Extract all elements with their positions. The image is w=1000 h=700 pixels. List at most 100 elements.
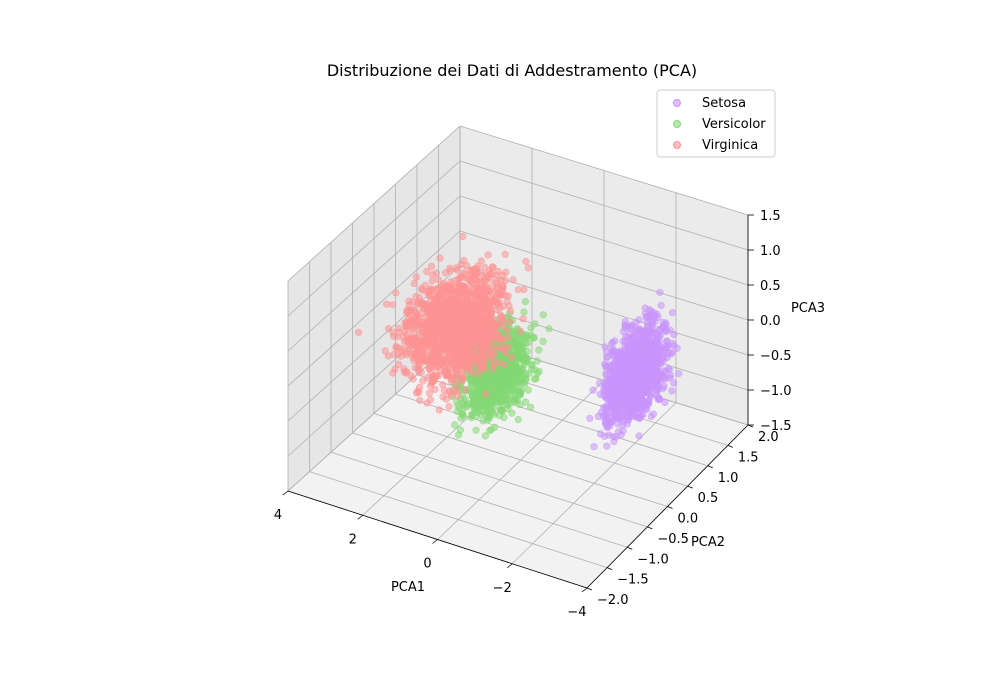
data-point-virginica <box>447 304 455 313</box>
data-point-versicolor <box>472 412 481 421</box>
data-point-setosa <box>649 364 657 372</box>
data-point-virginica <box>460 284 469 292</box>
data-point-setosa <box>645 313 653 321</box>
y-tick <box>627 546 633 550</box>
data-point-setosa <box>670 341 678 350</box>
data-point-virginica <box>519 315 527 323</box>
data-point-virginica <box>498 283 506 291</box>
data-point-setosa <box>586 414 594 422</box>
data-point-virginica <box>503 326 511 334</box>
grid-line-y-floor <box>309 471 608 569</box>
x-tick-label: 2 <box>349 532 357 547</box>
data-point-versicolor <box>472 426 480 434</box>
data-point-virginica <box>496 304 504 312</box>
y-tick-label: 1.0 <box>718 471 739 486</box>
data-point-virginica <box>425 287 433 295</box>
data-point-setosa <box>647 385 655 393</box>
data-point-versicolor <box>494 375 503 383</box>
grid-line-z-back <box>459 160 749 251</box>
data-point-setosa <box>616 395 624 403</box>
data-point-virginica <box>446 264 454 272</box>
data-point-virginica <box>473 304 481 312</box>
data-point-setosa <box>639 347 647 355</box>
data-point-setosa <box>609 345 618 354</box>
data-point-virginica <box>409 375 417 383</box>
data-point-setosa <box>636 326 644 334</box>
data-point-virginica <box>447 391 455 399</box>
data-point-versicolor <box>509 337 518 345</box>
data-point-virginica <box>484 325 493 333</box>
x-tick <box>507 563 513 569</box>
data-point-virginica <box>402 368 411 376</box>
data-point-versicolor <box>523 354 531 362</box>
data-point-versicolor <box>459 412 468 420</box>
data-point-virginica <box>403 330 411 339</box>
data-point-setosa <box>623 367 632 375</box>
data-point-virginica <box>505 333 513 342</box>
data-point-virginica <box>464 344 472 352</box>
data-point-versicolor <box>451 421 459 429</box>
data-point-setosa <box>601 381 609 389</box>
y-tick-label: −1.5 <box>617 573 649 588</box>
data-point-virginica <box>433 321 441 329</box>
data-point-virginica <box>355 328 363 336</box>
y-axis-label: PCA2 <box>691 535 725 550</box>
data-point-setosa <box>647 307 655 316</box>
z-axis-label: PCA3 <box>791 301 825 316</box>
data-point-setosa <box>652 378 660 386</box>
data-point-setosa <box>648 341 656 350</box>
data-point-virginica <box>477 344 485 352</box>
x-tick-label: −2 <box>493 581 512 596</box>
data-point-virginica <box>392 342 400 351</box>
data-point-setosa <box>633 373 641 381</box>
data-point-virginica <box>441 298 449 306</box>
data-point-virginica <box>475 275 483 283</box>
data-point-virginica <box>495 316 503 325</box>
axis-lines <box>282 214 754 593</box>
data-point-virginica <box>435 406 443 414</box>
data-point-virginica <box>410 279 418 288</box>
data-point-virginica <box>394 350 402 358</box>
data-point-virginica <box>461 386 469 394</box>
data-point-virginica <box>432 312 441 320</box>
legend-label-versicolor: Versicolor <box>702 117 766 132</box>
data-point-virginica <box>477 257 485 265</box>
data-point-setosa <box>659 323 667 331</box>
x-tick-label: 4 <box>274 508 282 523</box>
data-point-virginica <box>479 305 487 313</box>
data-point-virginica <box>483 330 491 339</box>
y-tick-label: −0.5 <box>657 532 689 547</box>
data-point-virginica <box>412 273 421 281</box>
z-tick-label: −1.5 <box>760 419 792 434</box>
data-point-virginica <box>446 364 454 373</box>
data-point-virginica <box>465 290 473 298</box>
data-point-virginica <box>452 264 460 272</box>
data-point-virginica <box>484 251 492 259</box>
data-point-setosa <box>608 377 616 386</box>
data-point-virginica <box>439 393 447 401</box>
data-point-virginica <box>501 250 509 258</box>
data-point-setosa <box>670 379 678 387</box>
y-tick <box>667 506 673 509</box>
data-point-virginica <box>453 287 461 295</box>
y-tick <box>727 445 734 448</box>
data-point-versicolor <box>515 388 523 396</box>
data-point-versicolor <box>514 416 522 424</box>
data-point-virginica <box>484 316 492 325</box>
data-point-setosa <box>656 288 664 296</box>
data-point-versicolor <box>545 325 553 333</box>
data-point-virginica <box>490 349 498 358</box>
z-tick-label: −1.0 <box>760 384 792 399</box>
data-point-versicolor <box>520 361 528 369</box>
data-point-versicolor <box>478 407 487 416</box>
data-point-virginica <box>524 264 532 272</box>
data-point-setosa <box>659 385 667 393</box>
data-point-virginica <box>484 353 492 361</box>
data-point-virginica <box>407 349 415 357</box>
y-tick <box>647 526 653 530</box>
data-point-setosa <box>608 338 617 347</box>
data-point-versicolor <box>522 370 530 378</box>
data-point-versicolor <box>539 311 547 319</box>
data-point-versicolor <box>463 401 471 409</box>
data-point-virginica <box>433 333 441 341</box>
